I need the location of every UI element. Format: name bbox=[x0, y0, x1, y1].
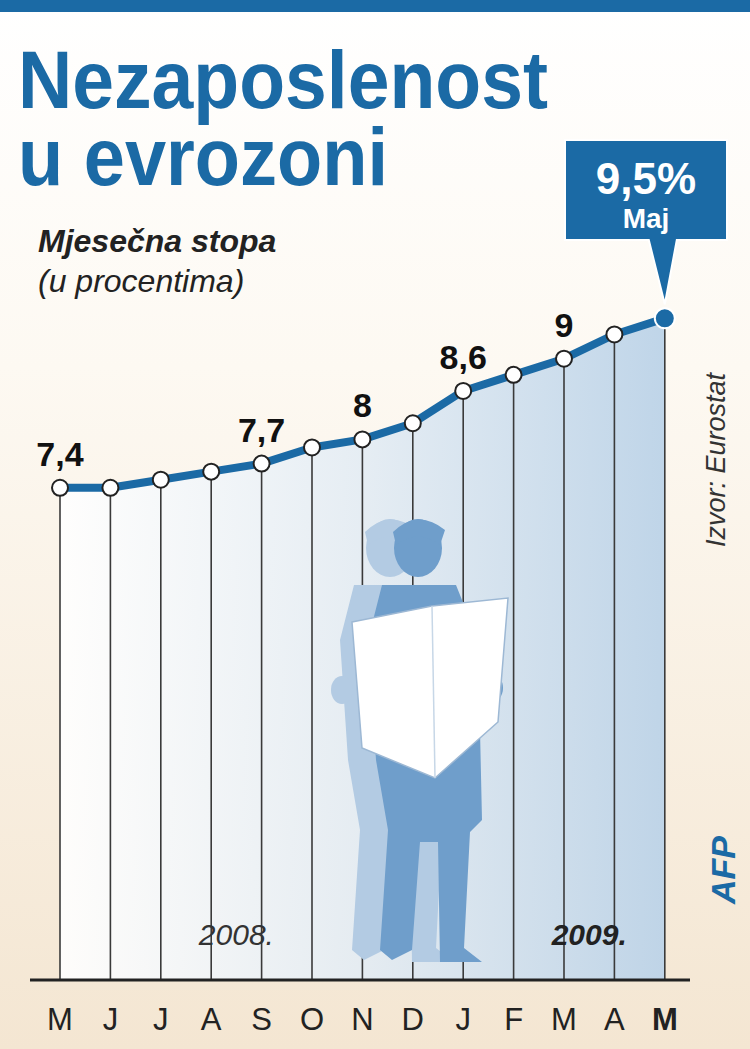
drop-line bbox=[614, 334, 616, 980]
plot-marks bbox=[60, 318, 665, 980]
year-label: 2009. bbox=[551, 918, 627, 951]
x-tick-label: D bbox=[402, 1002, 424, 1037]
background bbox=[0, 0, 750, 1049]
year-label: 2008. bbox=[198, 918, 274, 951]
x-tick-label: O bbox=[300, 1002, 324, 1037]
point bbox=[52, 480, 68, 496]
person-hair bbox=[393, 519, 445, 545]
drop-line bbox=[563, 359, 565, 980]
credit: AFP bbox=[704, 836, 742, 905]
x-axis bbox=[30, 979, 690, 982]
drop-line bbox=[210, 472, 212, 980]
data-label: 9 bbox=[555, 306, 574, 344]
point bbox=[506, 367, 522, 383]
subtitle: (u procentima) bbox=[38, 263, 244, 299]
x-tick-label: N bbox=[351, 1002, 373, 1037]
point bbox=[102, 480, 118, 496]
point bbox=[655, 308, 675, 328]
x-tick-label: F bbox=[504, 1002, 523, 1037]
point bbox=[203, 464, 219, 480]
drop-line bbox=[311, 447, 313, 980]
x-tick-label: A bbox=[604, 1002, 625, 1037]
x-tick-label: J bbox=[153, 1002, 169, 1037]
drop-line bbox=[513, 375, 515, 980]
x-tick-label: A bbox=[201, 1002, 222, 1037]
x-tick-label: S bbox=[251, 1002, 272, 1037]
subtitle: Mjesečna stopa bbox=[38, 223, 276, 259]
drop-line bbox=[110, 488, 112, 980]
callout bbox=[565, 140, 727, 304]
silhouette bbox=[331, 519, 508, 962]
point bbox=[354, 431, 370, 447]
point bbox=[455, 383, 471, 399]
source: Izvor: Eurostat bbox=[701, 371, 731, 547]
callout-month: Maj bbox=[623, 203, 670, 234]
data-label: 8 bbox=[353, 386, 372, 424]
x-tick-label: J bbox=[455, 1002, 471, 1037]
point bbox=[304, 439, 320, 455]
drop-line bbox=[59, 488, 61, 980]
point bbox=[556, 351, 572, 367]
newspaper bbox=[352, 598, 508, 778]
chart-root: Nezaposlenostu evrozoniMjesečna stopa(u … bbox=[0, 0, 750, 1049]
drop-line bbox=[160, 480, 162, 980]
shadow-hand bbox=[331, 676, 353, 704]
point bbox=[606, 326, 622, 342]
line bbox=[60, 318, 665, 487]
plot-line bbox=[52, 308, 675, 495]
data-label: 7,7 bbox=[238, 411, 285, 449]
x-tick-label: M bbox=[551, 1002, 577, 1037]
data-label: 7,4 bbox=[36, 435, 83, 473]
area bbox=[60, 318, 665, 980]
callout-value: 9,5% bbox=[596, 154, 696, 203]
point bbox=[153, 472, 169, 488]
point bbox=[405, 415, 421, 431]
x-tick-label: M bbox=[652, 1002, 678, 1037]
x-tick-label: J bbox=[103, 1002, 119, 1037]
title: u evrozoni bbox=[18, 111, 388, 202]
point bbox=[254, 456, 270, 472]
top-bar bbox=[0, 0, 750, 12]
data-label: 8,6 bbox=[440, 338, 487, 376]
drop-line bbox=[664, 318, 666, 980]
newspaper-fold bbox=[432, 606, 435, 778]
chart-svg: Nezaposlenostu evrozoniMjesečna stopa(u … bbox=[0, 0, 750, 1049]
x-tick-label: M bbox=[47, 1002, 73, 1037]
drop-line bbox=[261, 464, 263, 980]
